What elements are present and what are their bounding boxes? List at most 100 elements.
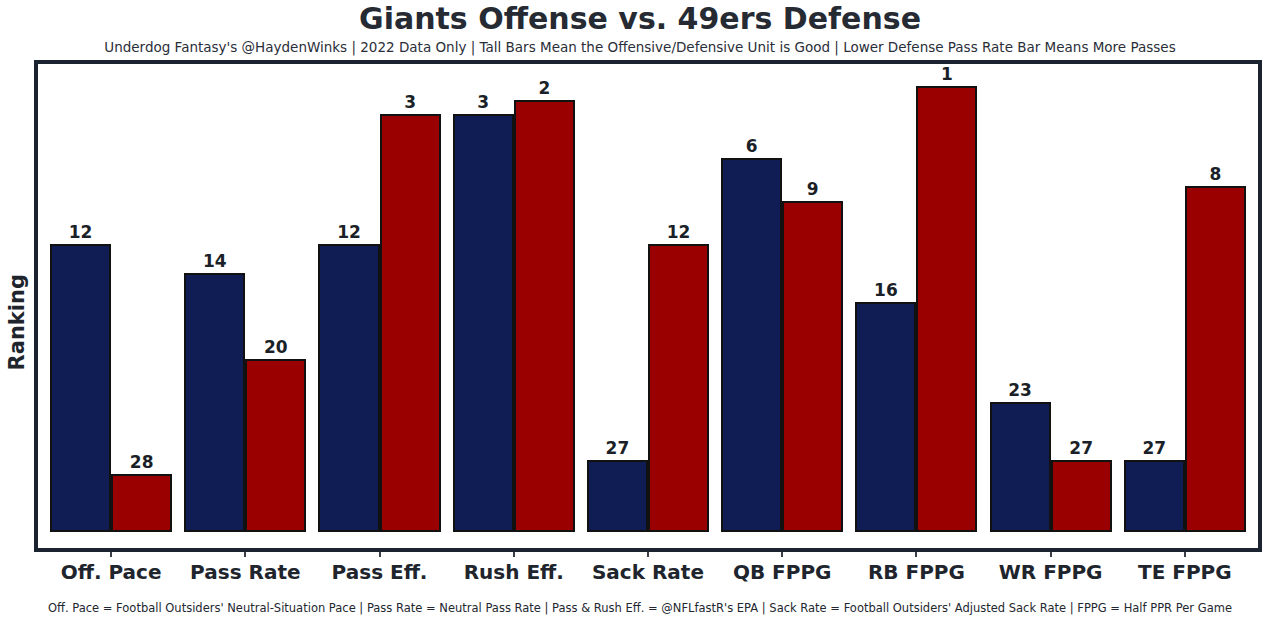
bar-slot: 12 <box>648 224 709 532</box>
bar-slot: 9 <box>782 181 843 532</box>
bar-group: 27 8 <box>1118 64 1252 532</box>
x-category-label: Pass Rate <box>190 560 300 584</box>
bar <box>1051 460 1112 532</box>
bar-value-label: 20 <box>264 339 288 356</box>
x-category-label: QB FPPG <box>733 560 832 584</box>
x-tick-mark <box>513 552 515 557</box>
bar-value-label: 2 <box>538 80 550 97</box>
bar <box>380 114 441 532</box>
bar <box>721 158 782 532</box>
bar <box>514 100 575 532</box>
bar-value-label: 27 <box>1069 440 1093 457</box>
bar-value-label: 1 <box>941 66 953 83</box>
x-axis-cell: TE FPPG <box>1118 552 1252 584</box>
bar-slot: 12 <box>50 224 111 532</box>
bar <box>453 114 514 532</box>
plot-area: 12281420123322712691612327278 <box>34 60 1262 552</box>
bar <box>1124 460 1185 532</box>
bar-value-label: 12 <box>69 224 93 241</box>
bar-slot: 23 <box>990 382 1051 532</box>
bar-group: 32 <box>447 64 581 532</box>
bar-value-label: 3 <box>404 94 416 111</box>
bar-value-label: 6 <box>746 138 758 155</box>
y-axis: Ranking <box>0 60 34 584</box>
x-category-label: Sack Rate <box>592 560 704 584</box>
bar-slot: 1 <box>916 66 977 532</box>
bar-slot: 12 <box>318 224 379 532</box>
bar-slot: 27 <box>1124 440 1185 532</box>
x-axis-cell: Sack Rate <box>581 552 715 584</box>
chart-title: Giants Offense vs. 49ers Defense <box>0 1 1280 36</box>
bar-value-label: 3 <box>477 94 489 111</box>
plot-column: 12281420123322712691612327278 Off. PaceP… <box>34 60 1262 584</box>
bar-group: 14 20 <box>178 64 312 532</box>
bar-value-label: 12 <box>667 224 691 241</box>
footnote: Off. Pace = Football Outsiders' Neutral-… <box>0 601 1280 615</box>
bar-group: 23 27 <box>984 64 1118 532</box>
x-axis-cell: Pass Rate <box>178 552 312 584</box>
bar-slot: 3 <box>380 94 441 532</box>
x-tick-mark <box>110 552 112 557</box>
bar-value-label: 27 <box>1142 440 1166 457</box>
bar <box>916 86 977 532</box>
bar-slot: 8 <box>1185 166 1246 532</box>
bar-group: 16 1 <box>849 64 983 532</box>
x-axis: Off. Pace Pass Rate Pass Eff. Rush Eff. Sack… <box>34 552 1262 584</box>
bar-value-label: 23 <box>1008 382 1032 399</box>
bar-value-label: 16 <box>874 282 898 299</box>
bar-value-label: 9 <box>807 181 819 198</box>
bar-slot: 28 <box>111 454 172 532</box>
x-axis-cell: RB FPPG <box>849 552 983 584</box>
bar-slot: 27 <box>587 440 648 532</box>
bar-value-label: 27 <box>606 440 630 457</box>
bar <box>318 244 379 532</box>
bar-slot: 3 <box>453 94 514 532</box>
x-axis-cell: Pass Eff. <box>312 552 446 584</box>
bar <box>184 273 245 532</box>
x-tick-mark <box>647 552 649 557</box>
bar-value-label: 14 <box>203 253 227 270</box>
x-category-label: WR FPPG <box>999 560 1103 584</box>
bar <box>587 460 648 532</box>
chart-subtitle: Underdog Fantasy's @HaydenWinks | 2022 D… <box>0 39 1280 55</box>
bar <box>1185 186 1246 532</box>
bar-value-label: 28 <box>130 454 154 471</box>
bar-group: 69 <box>715 64 849 532</box>
chart-figure: Giants Offense vs. 49ers Defense Underdo… <box>0 1 1280 629</box>
bar-value-label: 12 <box>337 224 361 241</box>
x-tick-mark <box>1050 552 1052 557</box>
figure-body: Ranking 12281420123322712691612327278 Of… <box>0 60 1280 584</box>
x-category-label: Rush Eff. <box>464 560 564 584</box>
bar-group: 27 12 <box>581 64 715 532</box>
bar-slot: 2 <box>514 80 575 532</box>
x-tick-mark <box>379 552 381 557</box>
x-tick-mark <box>781 552 783 557</box>
x-axis-cell: Rush Eff. <box>447 552 581 584</box>
x-category-label: Off. Pace <box>61 560 162 584</box>
x-category-label: TE FPPG <box>1138 560 1232 584</box>
bar-group: 12 28 <box>44 64 178 532</box>
bar-group: 12 3 <box>312 64 446 532</box>
bar <box>782 201 843 532</box>
y-axis-label: Ranking <box>5 274 29 370</box>
x-category-label: Pass Eff. <box>332 560 428 584</box>
bar <box>111 474 172 532</box>
x-tick-mark <box>244 552 246 557</box>
x-axis-cell: QB FPPG <box>715 552 849 584</box>
x-axis-cell: WR FPPG <box>984 552 1118 584</box>
bar-slot: 20 <box>245 339 306 532</box>
bar <box>648 244 709 532</box>
bar-slot: 27 <box>1051 440 1112 532</box>
bar <box>245 359 306 532</box>
bar <box>50 244 111 532</box>
bar-slot: 6 <box>721 138 782 532</box>
bar <box>855 302 916 532</box>
x-axis-cell: Off. Pace <box>44 552 178 584</box>
x-category-label: RB FPPG <box>868 560 965 584</box>
x-tick-mark <box>915 552 917 557</box>
x-tick-mark <box>1184 552 1186 557</box>
bar-slot: 14 <box>184 253 245 532</box>
bar-value-label: 8 <box>1209 166 1221 183</box>
bar <box>990 402 1051 532</box>
bar-slot: 16 <box>855 282 916 532</box>
